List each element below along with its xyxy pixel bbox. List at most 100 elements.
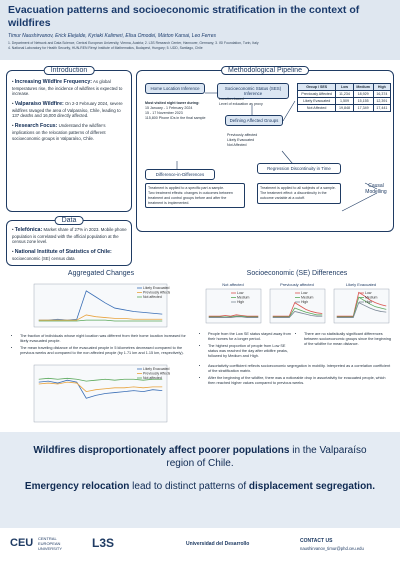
- legend-label: Previously Affected: [143, 372, 170, 376]
- logo-text: CENTRAL EUROPEAN UNIVERSITY: [38, 536, 63, 551]
- pipeline: Methodological Pipeline Home Location In…: [136, 66, 394, 232]
- data-items: • Telefónica: Market share of 27% in 202…: [12, 227, 128, 265]
- footer: CEU CENTRAL EUROPEAN UNIVERSITY L3S Univ…: [0, 528, 400, 565]
- data-section: Data • Telefónica: Market share of 27% i…: [6, 216, 132, 266]
- bullet: The highest proportion of people from Lo…: [208, 344, 294, 359]
- item: • National Institute of Statistics of Ch…: [12, 249, 112, 261]
- table-row: Not Affected 19,848 17,349 17,441: [296, 104, 392, 112]
- header: Evacuation patterns and socioeconomic st…: [0, 0, 400, 60]
- legend-label: Medium: [365, 296, 378, 300]
- header-cell: High: [372, 83, 392, 91]
- line: Two treatment effects: changes in outcom…: [148, 190, 233, 205]
- series-line: [38, 314, 163, 321]
- series-line: [38, 377, 163, 382]
- legend-label: Likely Evacuated: [143, 367, 170, 371]
- heading: Aggregated Changes: [67, 270, 135, 277]
- bullets: Assortativity coefficient reflects socio…: [202, 364, 392, 388]
- conclusions: Wildfires disproportionately affect poor…: [0, 432, 400, 528]
- line: 115,800 Phone IDs in the final sample: [145, 115, 206, 120]
- text: As global temperatures rise, the inciden…: [12, 79, 123, 97]
- conclusion-part: Emergency relocation: [24, 481, 130, 492]
- logo: CEU: [10, 537, 34, 549]
- bullet: The fraction of individuals whose night …: [20, 334, 194, 344]
- table-row: Likely Evacuated 1,509 15,155 12,391: [296, 97, 392, 105]
- cell: Likely Evacuated: [296, 97, 337, 105]
- bullet: The mean traveling distance of the evacu…: [20, 346, 194, 356]
- text: socioeconomic (SE) census data: [12, 255, 75, 261]
- cell: 15,155: [352, 97, 374, 105]
- heading: Socioeconomic (SE) Differences: [246, 270, 348, 277]
- label: Research Focus:: [14, 123, 58, 130]
- line: The treatment effect: a discontinuity in…: [260, 190, 327, 200]
- legend-label: Previously Affected: [143, 291, 170, 295]
- legend-label: High: [365, 300, 372, 304]
- node-details: Treatment is applied to all subjects of …: [257, 183, 341, 204]
- introduction: Introduction • Increasing Wildfire Frequ…: [6, 66, 132, 212]
- heading: Methodological Pipeline: [221, 66, 309, 76]
- bullet: People from the Low SE status stayed awa…: [208, 332, 294, 342]
- line: Location-based: [219, 97, 244, 101]
- series-line: [272, 310, 323, 318]
- line: Most visited night tower during:: [145, 101, 200, 105]
- legend-label: High: [237, 300, 244, 304]
- series-line: [38, 381, 163, 393]
- node: Home Location Inference: [145, 83, 205, 94]
- bullets: The fraction of individuals whose night …: [14, 334, 194, 358]
- conclusion: Wildfires disproportionately affect poor…: [20, 444, 380, 470]
- plot-area: [33, 364, 168, 423]
- bullets: People from the Low SE status stayed awa…: [202, 332, 294, 361]
- conclusion-part: displacement segregation.: [248, 481, 376, 492]
- label: Valparaíso Wildfire:: [14, 101, 64, 108]
- authors: Timur Naushirvanov, Erick Elejalde, Kyri…: [8, 33, 216, 39]
- series-line: [272, 307, 323, 318]
- label: Telefónica:: [14, 227, 43, 233]
- legend-label: Medium: [301, 296, 314, 300]
- bullet: Assortativity coefficient reflects socio…: [208, 364, 392, 374]
- cell: 1,509: [335, 97, 354, 105]
- panel-title: Previously affected: [280, 282, 314, 287]
- legend-label: Likely Evacuated: [143, 286, 170, 290]
- conclusion-part: in the Valparaíso region of Chile.: [166, 445, 367, 469]
- legend-label: Medium: [237, 296, 250, 300]
- affiliation: 4. National Laboratory for Health Securi…: [8, 46, 203, 50]
- cell: 17,441: [372, 104, 392, 112]
- contact-email: naushirvanov_timur@phd.ceu.edu: [300, 546, 364, 551]
- bullet: After the beginning of the wildfire, the…: [208, 376, 392, 386]
- affiliation: 1. Department of Network and Data Scienc…: [8, 41, 259, 45]
- series-line: [336, 291, 387, 317]
- series-line: [38, 379, 163, 399]
- legend-label: Not affected: [143, 376, 162, 380]
- conclusion: Emergency relocation lead to distinct pa…: [20, 480, 380, 493]
- logo: L3S: [92, 536, 115, 550]
- series-line: [38, 319, 163, 322]
- intro-items: • Increasing Wildfire Frequency: As glob…: [12, 79, 128, 145]
- text: Understand the wildfire's implications o…: [12, 123, 106, 141]
- legend-label: Low: [301, 291, 308, 295]
- node-details: Treatment is applied to a specific part …: [145, 183, 245, 209]
- causal-label: Causal Modelling: [365, 183, 387, 195]
- item: • Increasing Wildfire Frequency: As glob…: [12, 79, 123, 97]
- cell: 11,234: [335, 90, 354, 98]
- line: Not Affected: [227, 142, 247, 147]
- title: Evacuation patterns and socioeconomic st…: [8, 4, 360, 29]
- line: Treatment is applied to a specific part …: [148, 186, 225, 190]
- conclusion-part: lead to distinct patterns of: [129, 481, 249, 492]
- heading: Introduction: [43, 66, 95, 76]
- text: Market share of 27% in 2023. Mobile phon…: [12, 227, 127, 245]
- line: 15 January - 1 February 2024: [145, 105, 193, 110]
- legend-label: Low: [365, 291, 372, 295]
- conclusion-part: Wildfires disproportionately affect poor…: [33, 445, 290, 456]
- panel-title: Not affected: [222, 282, 244, 287]
- node-details: Most visited night tower during: 15 Janu…: [145, 101, 207, 120]
- series-line: [208, 315, 259, 318]
- table-row: Group / SES Low Medium High: [296, 83, 392, 91]
- bullet: There are no statistically significant d…: [304, 332, 392, 347]
- node: Regression Discontinuity in Time: [257, 163, 341, 174]
- panel-title: Likely Evacuated: [346, 282, 376, 287]
- item: • Research Focus: Understand the wildfir…: [12, 123, 106, 141]
